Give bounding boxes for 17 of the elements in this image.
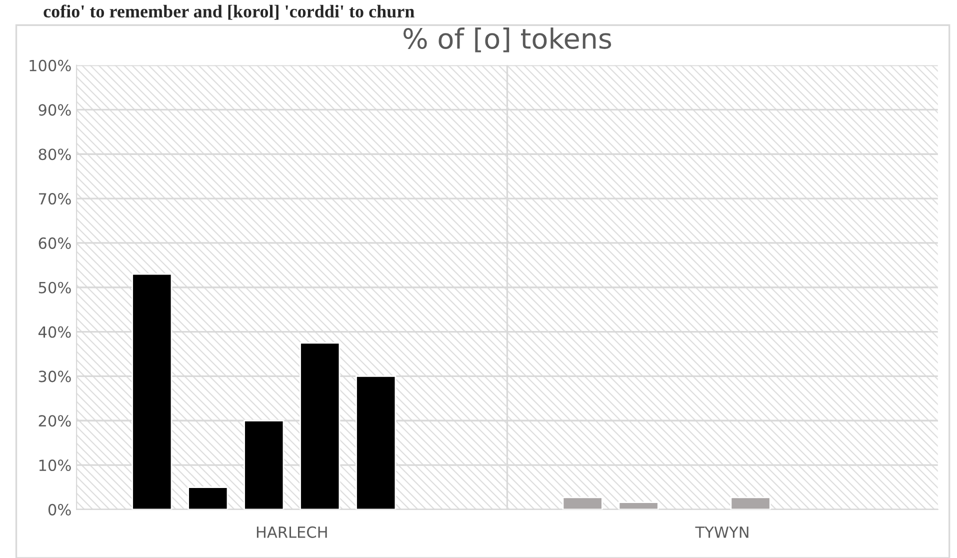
y-tick-label: 30% (38, 370, 71, 382)
bar (244, 420, 284, 510)
x-tick-label: HARLECH (256, 526, 327, 538)
y-tick-label: 10% (39, 460, 71, 472)
text: cofio' to remember and [korol] 'corddi' to churn (44, 4, 414, 20)
y-tick-label: 70% (38, 193, 71, 205)
y-tick-label: 0% (48, 504, 71, 516)
y-tick-label: 50% (38, 282, 71, 294)
y-tick-label: 90% (38, 104, 71, 116)
y-tick-label: 20% (38, 415, 71, 427)
y-tick-label: 100% (30, 60, 71, 72)
y-tick-label: 40% (38, 326, 71, 338)
bar (356, 376, 396, 510)
y-tick-label: 60% (38, 237, 71, 249)
chart-title: % of [o] tokens (404, 28, 612, 52)
y-tick-label: 80% (38, 148, 71, 160)
x-tick-label: TYWYN (695, 526, 748, 538)
